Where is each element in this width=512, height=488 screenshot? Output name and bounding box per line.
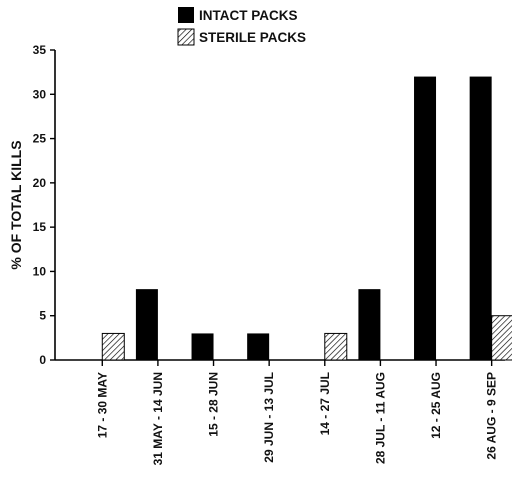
x-tick-label: 14 - 27 JUL bbox=[318, 372, 332, 435]
bar-intact-packs bbox=[358, 289, 381, 360]
x-tick-label: 12 - 25 AUG bbox=[429, 372, 443, 439]
x-tick-label: 17 - 30 MAY bbox=[95, 372, 109, 438]
legend-swatch-sterile bbox=[177, 28, 195, 46]
y-tick-label: 10 bbox=[33, 264, 47, 278]
legend-swatch-intact bbox=[178, 7, 194, 23]
legend-label-sterile: STERILE PACKS bbox=[199, 30, 306, 45]
bar-intact-packs bbox=[135, 289, 158, 360]
legend-label-intact: INTACT PACKS bbox=[199, 8, 298, 23]
y-tick-label: 35 bbox=[33, 43, 47, 57]
legend: INTACT PACKS STERILE PACKS bbox=[177, 7, 306, 46]
plot-area: 0 5 10 15 20 25 30 35 17 - 30 MAY 31 MAY - 14 JUN… bbox=[33, 43, 512, 465]
bar-intact-packs bbox=[414, 76, 437, 361]
x-tick-label: 31 MAY - 14 JUN bbox=[151, 372, 165, 465]
bar-intact-packs bbox=[469, 76, 492, 361]
y-tick-label: 20 bbox=[33, 176, 47, 190]
y-tick-label: 5 bbox=[39, 309, 46, 323]
bar-sterile-packs bbox=[324, 332, 348, 361]
x-tick-label: 15 - 28 JUN bbox=[207, 372, 221, 437]
y-tick-label: 25 bbox=[33, 132, 47, 146]
bar-intact-packs bbox=[247, 333, 270, 360]
y-tick-label: 30 bbox=[33, 87, 47, 101]
y-axis-title: % OF TOTAL KILLS bbox=[8, 140, 24, 269]
y-tick-label: 15 bbox=[33, 220, 47, 234]
bar-intact-packs bbox=[191, 333, 214, 360]
x-tick-label: 26 AUG - 9 SEP bbox=[485, 372, 499, 460]
x-tick-label: 29 JUN - 13 JUL bbox=[262, 372, 276, 463]
x-tick-label: 28 JUL - 11 AUG bbox=[373, 372, 387, 464]
bar-sterile-packs bbox=[491, 315, 512, 361]
bar-sterile-packs bbox=[101, 332, 125, 361]
y-tick-label: 0 bbox=[39, 353, 46, 367]
